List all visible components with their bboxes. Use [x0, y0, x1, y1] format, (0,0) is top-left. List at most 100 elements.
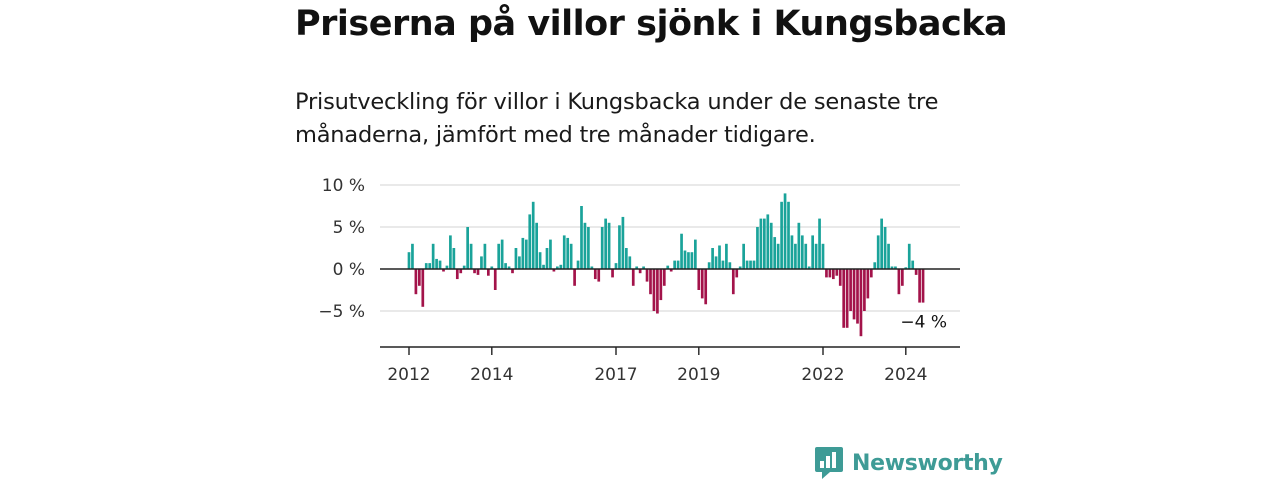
- bar: [590, 266, 594, 269]
- bar: [542, 264, 545, 269]
- last-value-label: −4 %: [900, 313, 947, 333]
- bar: [411, 243, 414, 269]
- bar: [442, 269, 445, 272]
- bar: [787, 201, 790, 269]
- bar: [835, 269, 839, 276]
- bar: [807, 266, 811, 269]
- bar: [666, 265, 670, 269]
- bar: [424, 263, 428, 269]
- bar: [638, 269, 642, 274]
- y-tick-label: 10 %: [322, 176, 365, 196]
- bar: [545, 248, 549, 269]
- bar: [531, 201, 535, 269]
- bar: [849, 269, 852, 311]
- bar: [676, 260, 680, 269]
- bar: [694, 239, 697, 269]
- x-tick-label: 2017: [594, 365, 637, 385]
- y-tick-label: 5 %: [333, 218, 365, 238]
- bar: [735, 269, 739, 278]
- chart-title: Priserna på villor sjönk i Kungsbacka: [295, 4, 1008, 44]
- bar: [593, 269, 597, 280]
- bar: [611, 269, 614, 278]
- bar: [773, 237, 777, 269]
- bar: [742, 243, 745, 269]
- bar: [883, 227, 887, 269]
- x-tick-label: 2022: [801, 365, 844, 385]
- bar: [552, 269, 556, 272]
- bar: [631, 269, 635, 286]
- bar: [697, 269, 701, 290]
- bar: [459, 269, 463, 274]
- bar: [769, 222, 773, 269]
- bar: [449, 235, 452, 269]
- bar: [507, 266, 511, 269]
- bar: [583, 222, 587, 269]
- bar: [573, 269, 576, 286]
- bar: [652, 269, 656, 311]
- bar: [500, 239, 504, 269]
- bar: [752, 260, 756, 269]
- bar: [825, 269, 828, 278]
- axis-labels: 10 % 5 % 0 % −5 % 2012 2014 2017 2019 2022 2024 −4…: [318, 176, 947, 385]
- bar: [642, 266, 645, 269]
- bar: [600, 227, 604, 269]
- bar: [873, 262, 877, 269]
- bar: [766, 214, 770, 269]
- x-tick-label: 2014: [470, 365, 513, 385]
- bar: [731, 269, 735, 295]
- bar: [914, 269, 918, 275]
- bar: [700, 269, 704, 299]
- bar: [845, 269, 849, 328]
- bar: [480, 256, 483, 269]
- bar: [597, 269, 601, 282]
- y-tick-label: −5 %: [318, 302, 365, 322]
- bar: [535, 222, 538, 269]
- bar: [680, 233, 683, 269]
- bar: [455, 269, 459, 280]
- bar: [832, 269, 835, 280]
- bar: [635, 266, 639, 269]
- bar: [559, 264, 563, 269]
- bar: [549, 239, 552, 269]
- bar: [790, 235, 794, 269]
- bar: [711, 248, 714, 269]
- bar: [783, 193, 787, 269]
- bar: [763, 218, 766, 269]
- bar: [621, 216, 625, 269]
- x-tick-label: 2019: [677, 365, 720, 385]
- bar: [645, 269, 649, 282]
- x-tick-label: 2012: [387, 365, 430, 385]
- bar: [618, 225, 621, 269]
- bar: [445, 265, 449, 269]
- bar: [738, 266, 742, 269]
- bar: [818, 218, 821, 269]
- bar: [562, 235, 566, 269]
- bar: [904, 267, 908, 269]
- bar: [528, 214, 532, 269]
- bar: [687, 252, 690, 269]
- bar: [656, 269, 659, 314]
- bar: [428, 263, 432, 269]
- bar: [880, 218, 883, 269]
- bar: [538, 252, 542, 269]
- bar: [569, 243, 573, 269]
- bar: [756, 227, 759, 269]
- bar: [780, 201, 783, 269]
- bar: [566, 237, 570, 269]
- bar: [493, 269, 497, 290]
- bar: [749, 260, 752, 269]
- bar: [704, 269, 708, 305]
- bar: [514, 248, 518, 269]
- bar: [907, 243, 911, 269]
- chart-subtitle: Prisutveckling för villor i Kungsbacka u…: [295, 89, 939, 148]
- axes: [380, 268, 960, 355]
- bar: [859, 269, 863, 337]
- x-tick-label: 2024: [884, 365, 927, 385]
- bar: [714, 256, 718, 269]
- bar: [414, 269, 418, 295]
- bar: [890, 266, 894, 269]
- bar: [421, 269, 425, 307]
- bar: [918, 269, 921, 303]
- bar: [887, 243, 890, 269]
- bar: [759, 218, 763, 269]
